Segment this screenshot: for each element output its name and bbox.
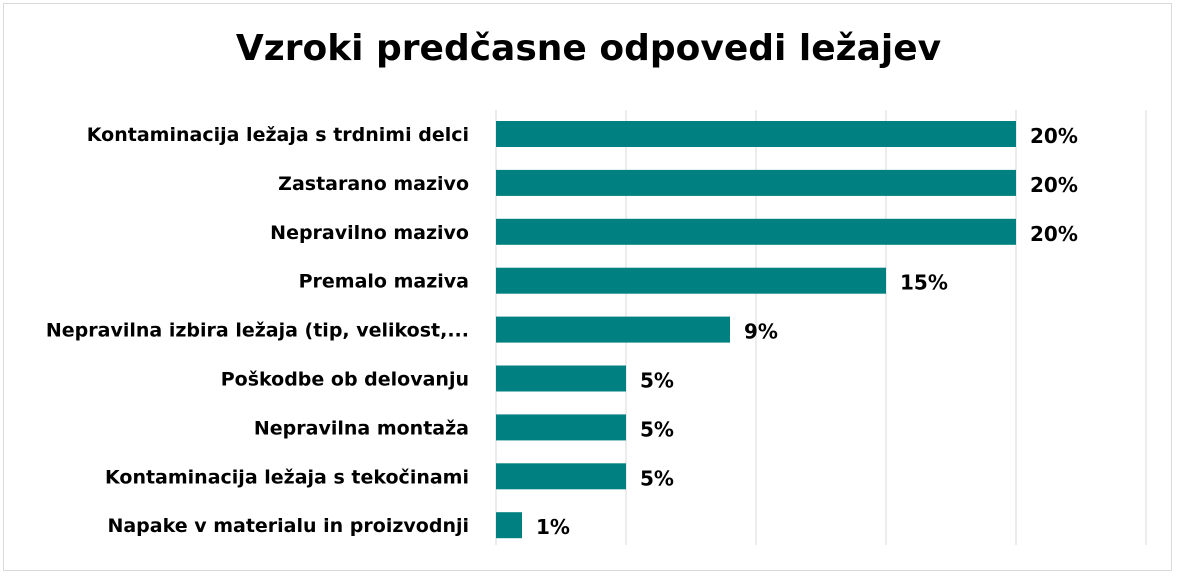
bar (496, 316, 730, 343)
category-label: Kontaminacija ležaja s trdnimi delci (87, 124, 469, 146)
bar (496, 121, 1016, 147)
value-label: 1% (536, 515, 570, 539)
bar (496, 365, 626, 392)
value-label: 5% (640, 466, 674, 490)
category-label: Kontaminacija ležaja s tekočinami (105, 466, 469, 488)
value-label: 15% (900, 271, 948, 295)
value-label: 20% (1030, 173, 1078, 197)
value-label: 9% (744, 320, 778, 344)
category-label: Poškodbe ob delovanju (221, 369, 469, 391)
category-label: Premalo maziva (299, 271, 469, 293)
category-label: Zastarano mazivo (278, 173, 469, 195)
bar (496, 414, 626, 441)
value-label: 20% (1030, 124, 1078, 148)
value-label: 5% (640, 417, 674, 441)
chart-title: Vzroki predčasne odpovedi ležajev (235, 28, 942, 69)
bar (496, 169, 1016, 196)
bar (496, 218, 1016, 245)
category-label: Nepravilna izbira ležaja (tip, velikost,… (46, 320, 469, 342)
bar (496, 463, 626, 490)
category-label: Napake v materialu in proizvodnji (107, 515, 469, 537)
category-label: Nepravilno mazivo (270, 222, 469, 244)
bar (496, 512, 522, 539)
category-label: Nepravilna montaža (254, 417, 469, 439)
bar (496, 267, 886, 294)
value-label: 20% (1030, 222, 1078, 246)
value-label: 5% (640, 369, 674, 393)
